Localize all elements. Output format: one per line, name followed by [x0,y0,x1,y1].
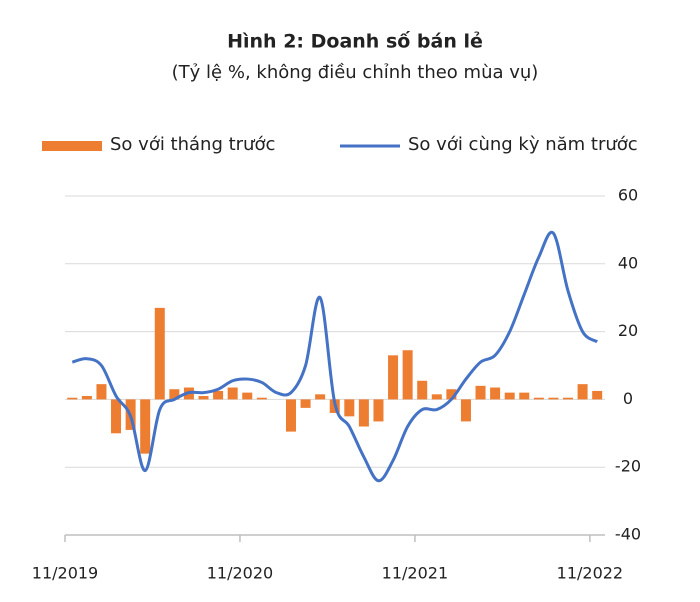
y-tick-label: 60 [618,186,638,205]
bar [402,350,413,400]
bar [96,384,107,400]
bar [111,399,122,434]
chart-subtitle: (Tỷ lệ %, không điều chỉnh theo mùa vụ) [172,62,539,83]
bar [548,397,559,400]
y-tick-label: 0 [623,389,633,408]
bar [300,399,311,408]
bar [519,392,530,400]
y-tick-label: 20 [618,321,638,340]
bar [67,397,78,400]
bar [431,394,442,400]
bar [81,396,92,400]
chart-title: Hình 2: Doanh số bán lẻ [227,30,483,53]
bar [490,387,501,400]
bar [417,380,428,400]
bar [285,399,296,432]
bar [213,390,224,400]
x-tick-label: 11/2022 [557,564,623,583]
y-tick-label: 40 [618,253,638,272]
bar [460,399,471,422]
legend-label: So với tháng trước [110,134,275,155]
bar [256,397,267,400]
line [71,230,599,483]
x-tick-label: 11/2021 [382,564,448,583]
bar [358,399,369,427]
bar [315,394,326,400]
bar [373,399,384,422]
y-tick-label: -40 [615,525,641,544]
x-tick-label: 11/2020 [207,564,273,583]
bar [475,385,486,400]
bar [227,387,238,400]
bar [140,399,151,454]
legend-label: So với cùng kỳ năm trước [408,134,638,155]
bar [344,399,355,417]
bar [242,392,253,400]
bar [577,384,588,400]
bar [504,392,515,400]
y-tick-label: -20 [615,457,641,476]
bar [563,397,574,400]
legend-swatch [42,141,102,151]
bar [446,389,457,400]
bar [533,397,544,400]
bar [388,355,399,400]
bar [169,389,180,400]
bar [592,390,603,400]
bar [154,307,165,400]
bar [198,396,209,400]
x-tick-label: 11/2019 [32,564,98,583]
